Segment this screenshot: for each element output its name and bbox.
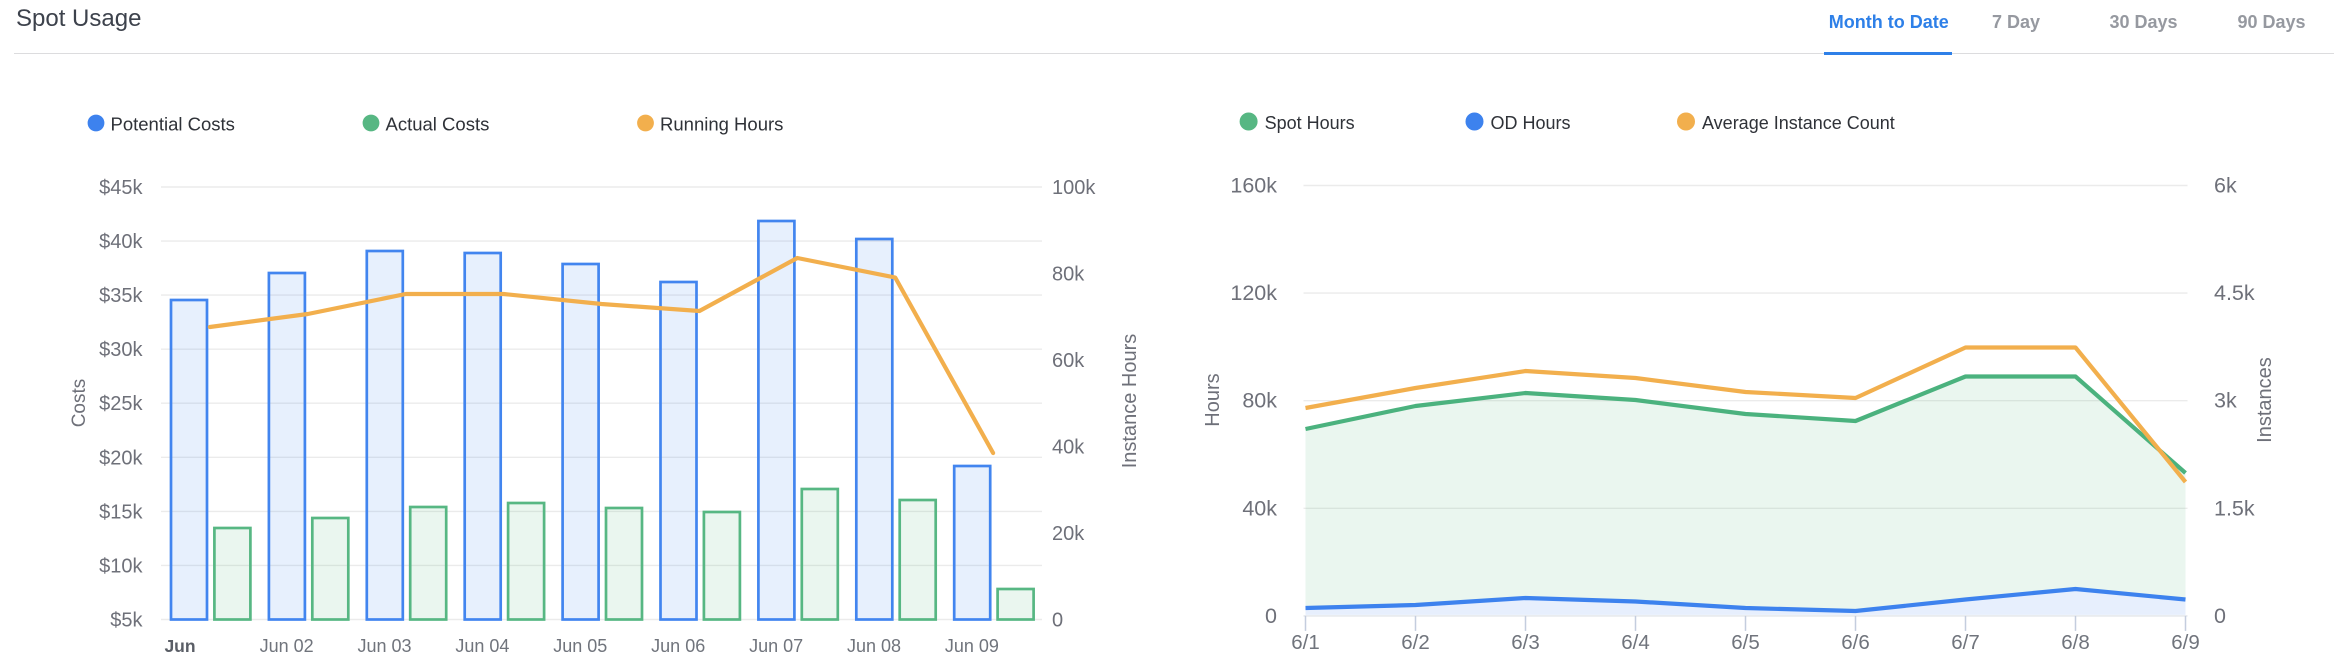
svg-text:4.5k: 4.5k <box>2214 281 2255 305</box>
svg-text:Jun 04: Jun 04 <box>455 636 509 656</box>
svg-text:40k: 40k <box>1242 496 1277 520</box>
svg-text:6k: 6k <box>2214 174 2237 198</box>
svg-text:60k: 60k <box>1052 350 1085 372</box>
svg-text:$40k: $40k <box>99 231 143 253</box>
svg-text:0: 0 <box>1052 610 1063 632</box>
svg-text:40k: 40k <box>1052 437 1085 459</box>
svg-text:6/5: 6/5 <box>1731 631 1760 654</box>
svg-text:6/7: 6/7 <box>1951 631 1980 654</box>
svg-text:100k: 100k <box>1052 177 1096 199</box>
svg-text:120k: 120k <box>1230 281 1277 305</box>
svg-text:Jun 06: Jun 06 <box>651 636 705 656</box>
svg-text:20k: 20k <box>1052 523 1085 545</box>
svg-text:Jun 03: Jun 03 <box>357 636 411 656</box>
svg-text:1.5k: 1.5k <box>2214 496 2255 520</box>
svg-text:6/8: 6/8 <box>2061 631 2090 654</box>
svg-text:Jun: Jun <box>164 636 195 656</box>
svg-text:Hours: Hours <box>1202 373 1224 426</box>
svg-text:160k: 160k <box>1230 174 1277 198</box>
svg-text:80k: 80k <box>1242 389 1277 413</box>
svg-text:Jun 07: Jun 07 <box>749 636 803 656</box>
svg-text:3k: 3k <box>2214 389 2237 413</box>
svg-text:$25k: $25k <box>99 393 143 415</box>
svg-text:Spot Hours: Spot Hours <box>1265 113 1355 133</box>
svg-text:6/1: 6/1 <box>1291 631 1320 654</box>
svg-text:$10k: $10k <box>99 555 143 577</box>
svg-text:Potential Costs: Potential Costs <box>111 114 235 135</box>
svg-text:6/2: 6/2 <box>1401 631 1430 654</box>
svg-text:$20k: $20k <box>99 447 143 469</box>
svg-text:$45k: $45k <box>99 177 143 199</box>
svg-text:Jun 05: Jun 05 <box>553 636 607 656</box>
svg-text:6/3: 6/3 <box>1511 631 1540 654</box>
svg-text:Instance Hours: Instance Hours <box>1119 334 1141 469</box>
svg-text:6/4: 6/4 <box>1621 631 1650 654</box>
svg-text:$35k: $35k <box>99 285 143 307</box>
svg-text:$5k: $5k <box>110 610 143 632</box>
svg-text:Jun 08: Jun 08 <box>847 636 901 656</box>
svg-text:80k: 80k <box>1052 264 1085 286</box>
svg-text:Average Instance Count: Average Instance Count <box>1702 113 1895 133</box>
svg-text:Running Hours: Running Hours <box>660 114 783 135</box>
svg-text:$30k: $30k <box>99 339 143 361</box>
svg-text:Costs: Costs <box>69 379 90 428</box>
svg-text:Jun 02: Jun 02 <box>260 636 314 656</box>
svg-text:0: 0 <box>2214 604 2226 628</box>
svg-text:6/9: 6/9 <box>2171 631 2200 654</box>
svg-text:Jun 09: Jun 09 <box>945 636 999 656</box>
svg-text:OD Hours: OD Hours <box>1491 113 1571 133</box>
svg-text:6/6: 6/6 <box>1841 631 1870 654</box>
svg-text:Instances: Instances <box>2254 357 2276 443</box>
svg-text:0: 0 <box>1265 604 1277 628</box>
svg-text:Actual Costs: Actual Costs <box>386 114 490 135</box>
svg-text:$15k: $15k <box>99 501 143 523</box>
